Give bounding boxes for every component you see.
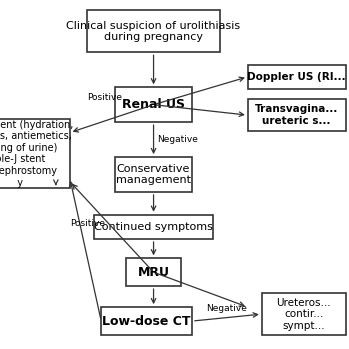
FancyBboxPatch shape bbox=[115, 87, 192, 122]
FancyBboxPatch shape bbox=[87, 10, 220, 52]
FancyBboxPatch shape bbox=[115, 157, 192, 192]
FancyBboxPatch shape bbox=[94, 215, 213, 239]
Text: Transvagina...
ureteric s...: Transvagina... ureteric s... bbox=[255, 104, 338, 126]
Text: Positive: Positive bbox=[70, 219, 105, 228]
Text: Positive: Positive bbox=[87, 93, 122, 102]
FancyBboxPatch shape bbox=[126, 258, 181, 286]
Text: MRU: MRU bbox=[138, 266, 170, 279]
Text: Clinical suspicion of urolithiasis
during pregnancy: Clinical suspicion of urolithiasis durin… bbox=[67, 21, 240, 42]
Text: treatment (hydration,
  ibiotics, antiemetics,
  ieving of urine)
  ble-J stent
: treatment (hydration, ibiotics, antiemet… bbox=[0, 120, 74, 187]
FancyBboxPatch shape bbox=[0, 119, 70, 188]
Text: Low-dose CT: Low-dose CT bbox=[102, 314, 191, 328]
Text: Continued symptoms: Continued symptoms bbox=[94, 222, 213, 232]
FancyBboxPatch shape bbox=[101, 307, 192, 335]
Text: Negative: Negative bbox=[206, 304, 247, 313]
Text: Renal US: Renal US bbox=[122, 98, 185, 111]
FancyBboxPatch shape bbox=[248, 99, 346, 131]
FancyBboxPatch shape bbox=[262, 293, 346, 335]
Text: Doppler US (RI...: Doppler US (RI... bbox=[247, 72, 346, 82]
FancyBboxPatch shape bbox=[248, 65, 346, 89]
Text: Negative: Negative bbox=[157, 135, 199, 144]
Text: Ureteros...
contir...
sympt...: Ureteros... contir... sympt... bbox=[276, 297, 331, 331]
Text: Conservative
management: Conservative management bbox=[116, 164, 191, 185]
